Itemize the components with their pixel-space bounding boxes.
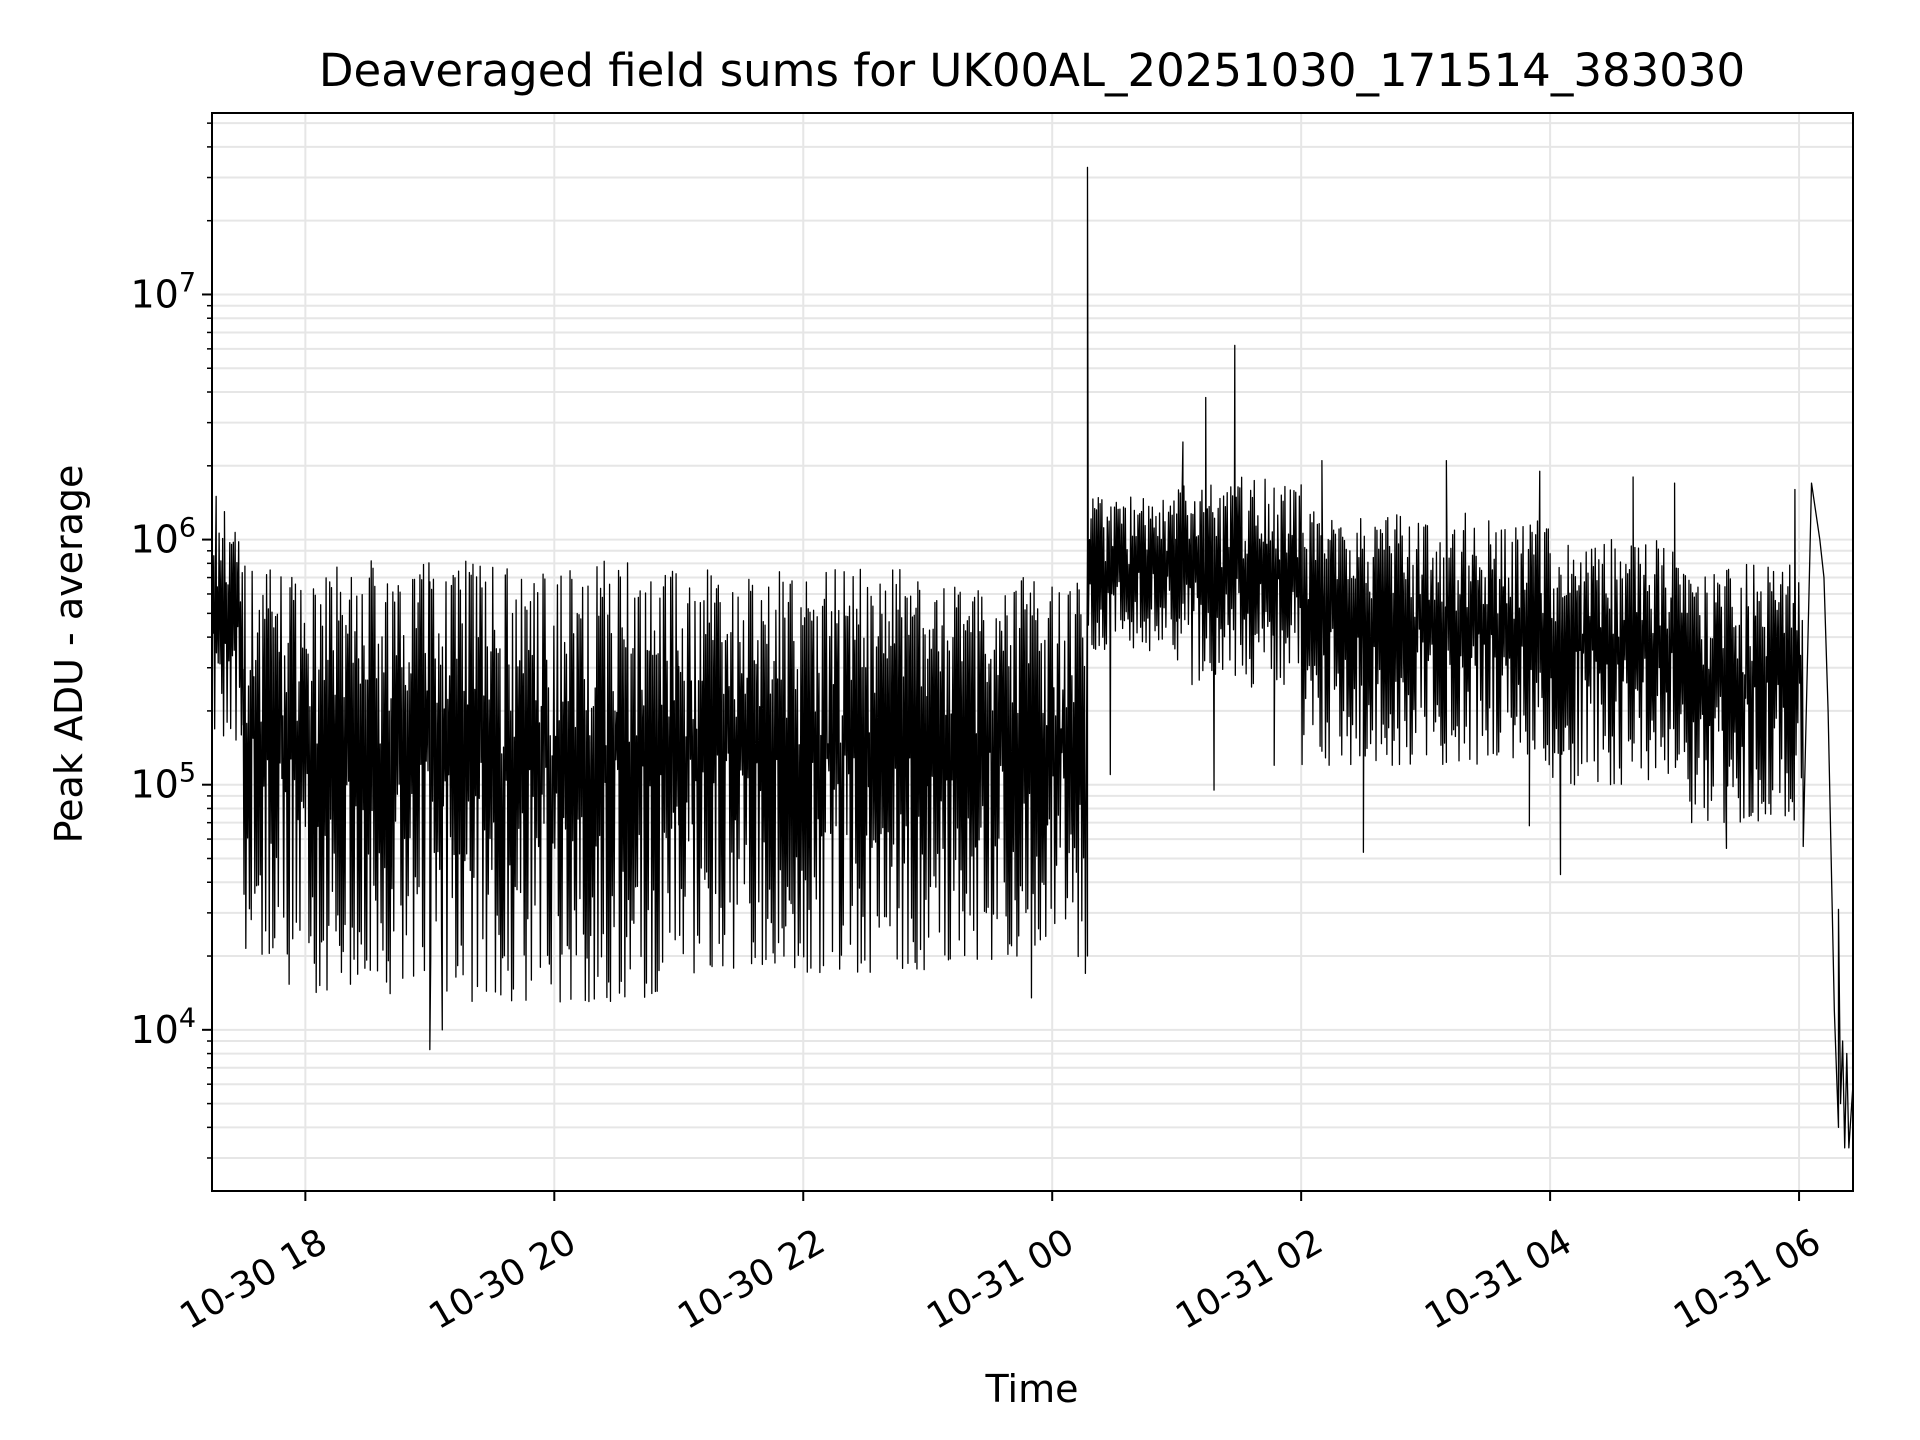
y-tick-label: 104 xyxy=(130,1003,196,1052)
series-line xyxy=(211,166,1854,1149)
plot-frame xyxy=(211,112,1854,1192)
y-tick-label: 105 xyxy=(130,758,196,807)
y-tick-label: 107 xyxy=(130,267,196,316)
y-tick-label: 106 xyxy=(130,513,196,562)
series-layer xyxy=(211,166,1854,1149)
y-axis-label: Peak ADU - average xyxy=(47,465,91,844)
x-axis-label: Time xyxy=(985,1367,1079,1411)
chart-title: Deaveraged field sums for UK00AL_2025103… xyxy=(319,44,1745,97)
